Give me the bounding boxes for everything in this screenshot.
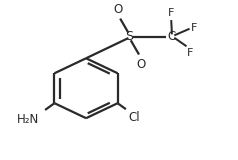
Text: F: F [168, 8, 174, 18]
Text: F: F [191, 23, 197, 33]
Text: O: O [113, 3, 122, 16]
Text: S: S [126, 30, 134, 43]
Text: O: O [137, 57, 146, 71]
Text: C: C [168, 30, 176, 43]
Text: H₂N: H₂N [17, 113, 39, 126]
Text: Cl: Cl [128, 111, 140, 124]
Text: F: F [187, 48, 193, 58]
